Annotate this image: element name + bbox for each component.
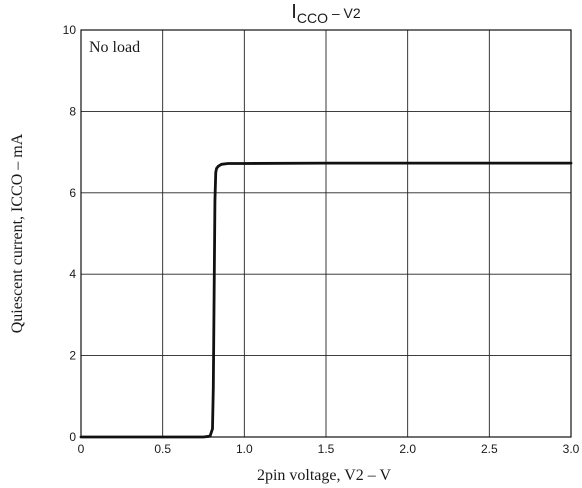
grid-lines [80, 29, 572, 438]
y-axis-label: Quiescent current, ICCO – mA [9, 133, 26, 333]
series-line [79, 161, 573, 439]
chart-title-sub: CCO [297, 10, 328, 26]
annotation-no-load: No load [89, 39, 140, 56]
x-tick-label: 1.0 [236, 442, 253, 456]
y-tick-labels: 0 2 4 6 8 10 [63, 23, 77, 444]
x-tick-label: 0 [78, 442, 85, 456]
y-tick-label: 2 [69, 349, 76, 363]
chart-title: ICCO – V2 [291, 1, 361, 26]
x-tick-labels: 0 0.5 1.0 1.5 2.0 2.5 3.0 [78, 442, 580, 456]
chart-title-main: I [291, 1, 297, 23]
y-tick-label: 10 [63, 23, 77, 37]
y-tick-label: 4 [69, 267, 76, 281]
y-tick-label: 8 [69, 104, 76, 118]
x-tick-label: 0.5 [154, 442, 171, 456]
y-tick-label: 6 [69, 186, 76, 200]
x-tick-label: 2.5 [481, 442, 498, 456]
x-tick-label: 1.5 [318, 442, 335, 456]
y-tick-label: 0 [69, 430, 76, 444]
chart-title-suffix: – V2 [328, 5, 361, 21]
series-layer [79, 161, 573, 439]
plot-frame [80, 29, 572, 438]
x-axis-label: 2pin voltage, V2 – V [257, 467, 392, 484]
x-tick-label: 3.0 [563, 442, 580, 456]
x-tick-label: 2.0 [399, 442, 416, 456]
